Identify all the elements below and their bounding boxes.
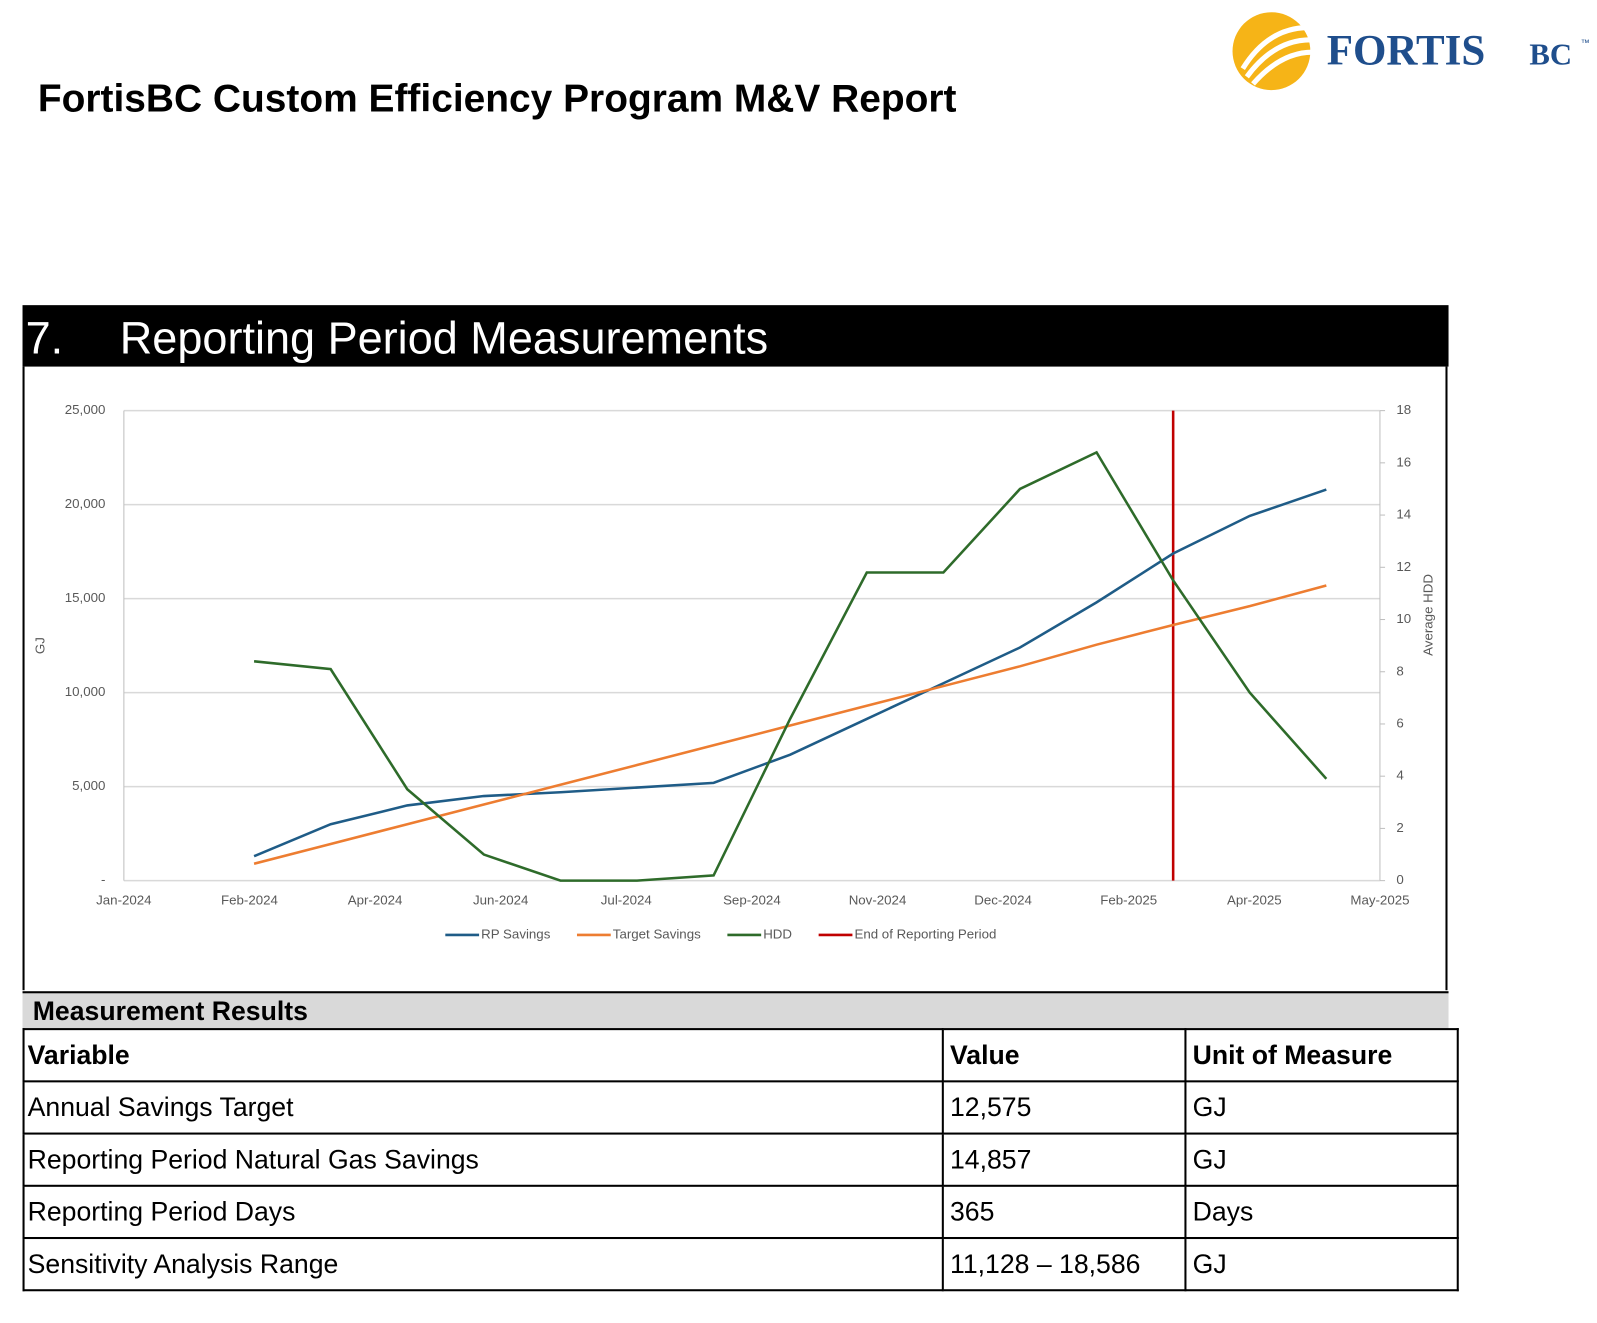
section-number: 7. xyxy=(25,313,64,364)
x-tick-label: Apr-2025 xyxy=(1227,893,1282,908)
logo-trademark: ™ xyxy=(1581,38,1590,48)
x-tick-label: Jun-2024 xyxy=(473,893,528,908)
table-cell: 14,857 xyxy=(941,1132,1187,1187)
header-cell: Value xyxy=(941,1028,1187,1083)
logo-suffix: BC xyxy=(1529,38,1572,72)
logo: FORTIS BC ™ xyxy=(1232,12,1590,91)
y2-tick-label: 2 xyxy=(1396,820,1403,835)
x-tick-label: Dec-2024 xyxy=(974,893,1032,908)
y2-tick-label: 0 xyxy=(1396,872,1403,887)
table-cell: Sensitivity Analysis Range xyxy=(22,1236,944,1292)
table-header: Variable Value Unit of Measure xyxy=(22,1028,1459,1083)
x-tick-label: Feb-2025 xyxy=(1100,893,1157,908)
y2-tick-label: 6 xyxy=(1396,715,1403,730)
x-tick-label: Nov-2024 xyxy=(849,893,907,908)
table-cell: GJ xyxy=(1184,1080,1459,1135)
table-cell: 12,575 xyxy=(941,1080,1187,1135)
table-row: Sensitivity Analysis Range 11,128 – 18,58… xyxy=(22,1236,1459,1292)
y-axis-label: GJ xyxy=(32,637,47,654)
y-tick-label: - xyxy=(101,872,105,887)
y2-tick-label: 16 xyxy=(1396,454,1411,469)
series-line xyxy=(253,584,1327,865)
series-line xyxy=(253,450,1328,882)
x-tick-label: Sep-2024 xyxy=(723,893,781,908)
logo-name: FORTIS xyxy=(1327,28,1486,75)
table-row: Reporting Period Days 365 Days xyxy=(22,1184,1459,1240)
y-tick-label: 5,000 xyxy=(72,778,105,793)
x-tick-label: Jan-2024 xyxy=(96,893,151,908)
legend-label: Target Savings xyxy=(613,926,701,941)
table-cell: GJ xyxy=(1184,1132,1459,1187)
table-cell: Reporting Period Days xyxy=(22,1184,944,1240)
section-header: 7. Reporting Period Measurements xyxy=(22,305,1449,367)
legend-label: End of Reporting Period xyxy=(854,926,996,941)
series-line xyxy=(253,488,1327,858)
y-tick-label: 20,000 xyxy=(65,496,106,511)
y-tick-label: 10,000 xyxy=(65,684,106,699)
y2-tick-label: 4 xyxy=(1396,768,1403,783)
table-cell: Annual Savings Target xyxy=(22,1080,944,1135)
y2-tick-label: 12 xyxy=(1396,559,1411,574)
x-tick-label: May-2025 xyxy=(1350,893,1409,908)
table-cell: GJ xyxy=(1184,1236,1459,1292)
section-title: Reporting Period Measurements xyxy=(119,313,769,364)
table-caption: Measurement Results xyxy=(22,991,1449,1030)
chart-frame xyxy=(22,366,1448,991)
y2-axis-label: Average HDD xyxy=(1421,574,1436,656)
header-cell: Unit of Measure xyxy=(1184,1028,1459,1083)
legend-label: RP Savings xyxy=(481,926,551,941)
report-title: FortisBC Custom Efficiency Program M&V R… xyxy=(37,77,957,121)
x-tick-label: Apr-2024 xyxy=(348,893,403,908)
x-tick-label: Jul-2024 xyxy=(601,893,652,908)
legend-label: HDD xyxy=(763,926,792,941)
y2-tick-label: 14 xyxy=(1396,507,1411,522)
table-row: Annual Savings Target 12,575 GJ xyxy=(22,1080,1459,1135)
y2-tick-label: 10 xyxy=(1396,611,1411,626)
table-cell: Days xyxy=(1184,1184,1459,1240)
y2-tick-label: 18 xyxy=(1396,402,1411,417)
table-cell: Reporting Period Natural Gas Savings xyxy=(22,1132,944,1187)
table-cell: 365 xyxy=(941,1184,1187,1240)
header-cell: Variable xyxy=(22,1028,944,1083)
y-tick-label: 15,000 xyxy=(65,590,106,605)
chart: - 5,000 10,000 15,000 20,000 25,000 0 2 4 6 8 10 12 1… xyxy=(32,402,1436,941)
x-tick-label: Feb-2024 xyxy=(221,893,278,908)
results-table: Variable Value Unit of Measure Annual Sa… xyxy=(22,1028,1459,1292)
y2-tick-label: 8 xyxy=(1396,663,1403,678)
y-tick-label: 25,000 xyxy=(65,402,106,417)
table-cell: 11,128 – 18,586 xyxy=(941,1236,1187,1292)
table-row: Reporting Period Natural Gas Savings 14,8… xyxy=(22,1132,1459,1187)
